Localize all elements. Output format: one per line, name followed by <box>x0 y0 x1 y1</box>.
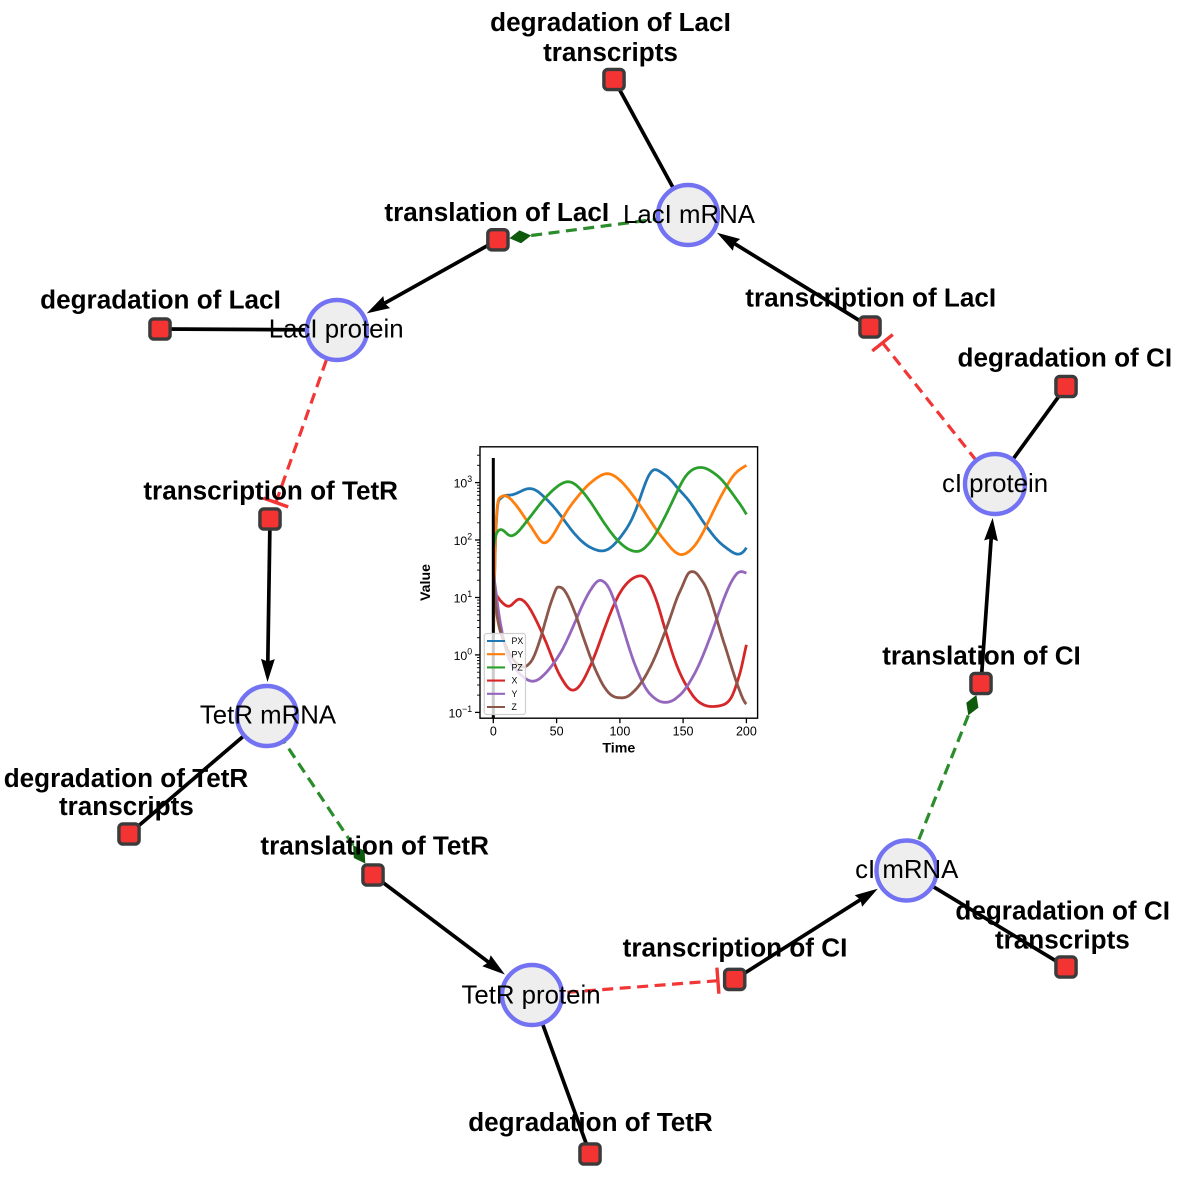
svg-text:degradation of CI: degradation of CI <box>955 895 1170 925</box>
svg-text:TetR mRNA: TetR mRNA <box>200 701 337 729</box>
svg-text:50: 50 <box>550 725 564 739</box>
svg-text:Z: Z <box>512 702 518 712</box>
svg-text:cI mRNA: cI mRNA <box>855 856 959 884</box>
svg-text:translation of LacI: translation of LacI <box>384 197 609 227</box>
svg-text:200: 200 <box>736 725 757 739</box>
svg-text:cI protein: cI protein <box>942 470 1048 498</box>
svg-text:Time: Time <box>602 741 635 757</box>
svg-text:degradation of TetR: degradation of TetR <box>4 763 249 793</box>
svg-text:transcription of CI: transcription of CI <box>623 933 848 963</box>
svg-text:transcription of LacI: transcription of LacI <box>745 283 996 313</box>
svg-text:degradation of LacI: degradation of LacI <box>40 284 281 314</box>
svg-text:Y: Y <box>512 689 518 699</box>
svg-text:100: 100 <box>609 725 630 739</box>
svg-text:translation of CI: translation of CI <box>882 641 1081 671</box>
svg-text:degradation of LacI: degradation of LacI <box>490 7 731 37</box>
svg-text:PY: PY <box>512 649 524 659</box>
svg-text:degradation of TetR: degradation of TetR <box>468 1107 713 1137</box>
svg-text:Value: Value <box>418 564 434 601</box>
svg-text:transcripts: transcripts <box>59 791 194 821</box>
svg-text:transcripts: transcripts <box>995 925 1130 955</box>
svg-text:translation of TetR: translation of TetR <box>260 831 489 861</box>
svg-text:X: X <box>512 676 518 686</box>
svg-text:transcription of TetR: transcription of TetR <box>143 476 398 506</box>
svg-text:PX: PX <box>512 636 524 646</box>
svg-text:PZ: PZ <box>512 663 524 673</box>
svg-text:0: 0 <box>490 725 497 739</box>
svg-text:LacI mRNA: LacI mRNA <box>623 201 756 229</box>
svg-text:degradation of CI: degradation of CI <box>958 342 1173 372</box>
svg-text:transcripts: transcripts <box>543 37 678 67</box>
svg-text:LacI protein: LacI protein <box>269 316 404 344</box>
svg-text:150: 150 <box>673 725 694 739</box>
svg-text:TetR protein: TetR protein <box>461 981 600 1009</box>
